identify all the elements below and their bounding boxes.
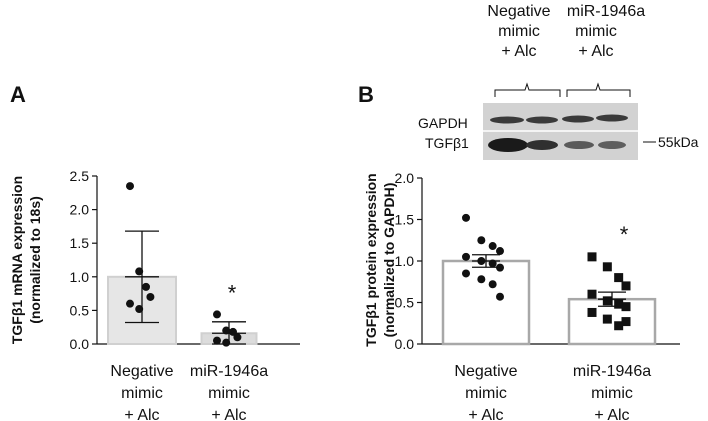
gapdh-band bbox=[526, 116, 558, 124]
y-tick-label: 2.0 bbox=[70, 202, 90, 218]
data-point bbox=[146, 292, 155, 301]
data-point bbox=[233, 333, 242, 342]
blot-brace-mir bbox=[566, 82, 631, 97]
blot-divider bbox=[483, 130, 638, 132]
data-point bbox=[587, 252, 597, 262]
x-category-label-line: + Alc bbox=[468, 407, 503, 421]
y-tick-label: 0.0 bbox=[70, 336, 90, 352]
data-point bbox=[602, 296, 612, 306]
blot-lane-label-line: mimic bbox=[498, 23, 540, 40]
y-tick-label: 2.5 bbox=[70, 168, 90, 184]
x-category-label-line: Negative bbox=[454, 363, 517, 380]
data-point bbox=[496, 247, 504, 256]
y-tick-label: 2.0 bbox=[395, 170, 415, 186]
data-point bbox=[614, 299, 624, 309]
panel-label-a: A bbox=[10, 82, 26, 107]
data-point bbox=[621, 317, 631, 327]
x-category-label-line: + Alc bbox=[594, 407, 629, 421]
x-category-label-line: Negative bbox=[110, 363, 173, 380]
data-point bbox=[602, 314, 612, 324]
gapdh-band bbox=[562, 115, 594, 123]
tgfb1-band bbox=[526, 140, 558, 150]
gapdh-band bbox=[596, 114, 628, 122]
x-category-label-line: mimic bbox=[208, 385, 250, 402]
data-point bbox=[135, 267, 144, 276]
data-point bbox=[488, 259, 497, 268]
blot-lane-label-line: mimic bbox=[575, 23, 617, 40]
blot-marker-label: 55kDa bbox=[658, 134, 699, 150]
data-point bbox=[222, 338, 231, 347]
data-point bbox=[614, 273, 624, 283]
data-point bbox=[488, 280, 497, 289]
blot-lane-label-line: + Alc bbox=[578, 43, 613, 60]
data-point bbox=[614, 321, 624, 331]
data-point bbox=[621, 302, 631, 312]
x-category-label-line: miR-1946a bbox=[190, 363, 268, 380]
significance-marker: * bbox=[620, 222, 629, 247]
y-tick-label: 1.0 bbox=[395, 253, 415, 269]
data-point bbox=[496, 263, 504, 272]
y-tick-label: 0.0 bbox=[395, 336, 415, 352]
y-axis-label-line: (normalized to 18s) bbox=[27, 196, 43, 324]
data-point bbox=[142, 282, 150, 291]
tgfb1-band bbox=[598, 141, 626, 149]
data-point bbox=[587, 289, 597, 299]
data-point bbox=[229, 327, 237, 336]
data-point bbox=[213, 336, 221, 345]
gapdh-bands bbox=[490, 114, 628, 124]
bar bbox=[567, 297, 657, 346]
blot-lane-label-line: miR-1946a bbox=[567, 3, 645, 20]
panel-label-b: B bbox=[358, 82, 374, 107]
y-axis-label-line: TGFβ1 mRNA expression bbox=[9, 176, 25, 344]
x-category-label-line: mimic bbox=[591, 385, 633, 402]
y-tick-label: 1.5 bbox=[70, 235, 90, 251]
bar bbox=[441, 259, 531, 346]
y-tick-label: 1.5 bbox=[395, 212, 415, 228]
data-point bbox=[477, 275, 486, 284]
y-tick-label: 0.5 bbox=[395, 295, 415, 311]
x-category-label-line: miR-1946a bbox=[573, 363, 651, 380]
data-point bbox=[621, 281, 631, 291]
tgfb1-band bbox=[488, 138, 528, 152]
data-point bbox=[496, 292, 504, 301]
data-point bbox=[488, 242, 497, 251]
tgfb1-band bbox=[564, 141, 594, 149]
data-point bbox=[126, 182, 134, 191]
data-point bbox=[587, 307, 597, 317]
x-category-label-line: mimic bbox=[121, 385, 163, 402]
x-category-label-line: + Alc bbox=[124, 407, 159, 421]
chart-a: 0.0 0.5 1.0 1.5 2.0 2.5 TGFβ1 mRNA expression(… bbox=[9, 168, 300, 421]
chart-b: 0.0 0.5 1.0 1.5 2.0 TGFβ1 protein expression(… bbox=[363, 170, 680, 421]
blot-row-label-tgfb1: TGFβ1 bbox=[425, 135, 469, 151]
data-point bbox=[462, 252, 470, 261]
data-point bbox=[477, 257, 486, 265]
data-point bbox=[462, 269, 470, 278]
blot-lane-label-mir: miR-1946a mimic + Alc bbox=[567, 3, 645, 60]
y-axis-label-line: (normalized to GAPDH) bbox=[381, 183, 397, 338]
tgfb1-bands bbox=[488, 138, 626, 152]
significance-marker: * bbox=[228, 280, 237, 305]
blot-brace-negative bbox=[494, 82, 561, 97]
gapdh-band bbox=[490, 116, 524, 124]
data-point bbox=[602, 262, 612, 272]
data-point bbox=[135, 305, 144, 314]
y-tick-label: 0.5 bbox=[70, 302, 90, 318]
blot-row-label-gapdh: GAPDH bbox=[418, 115, 468, 131]
data-point bbox=[126, 299, 134, 308]
blot-lane-label-line: Negative bbox=[487, 3, 550, 20]
x-category-label-line: mimic bbox=[465, 385, 507, 402]
x-category-label-line: + Alc bbox=[211, 407, 246, 421]
data-point bbox=[477, 236, 486, 245]
blot-lane-label-negative: Negative mimic + Alc bbox=[487, 3, 550, 60]
y-axis-label-line: TGFβ1 protein expression bbox=[363, 173, 379, 346]
blot-lane-label-line: + Alc bbox=[501, 43, 536, 60]
data-point bbox=[213, 310, 221, 319]
y-tick-label: 1.0 bbox=[70, 269, 90, 285]
data-point bbox=[222, 326, 231, 335]
data-point bbox=[462, 213, 470, 222]
